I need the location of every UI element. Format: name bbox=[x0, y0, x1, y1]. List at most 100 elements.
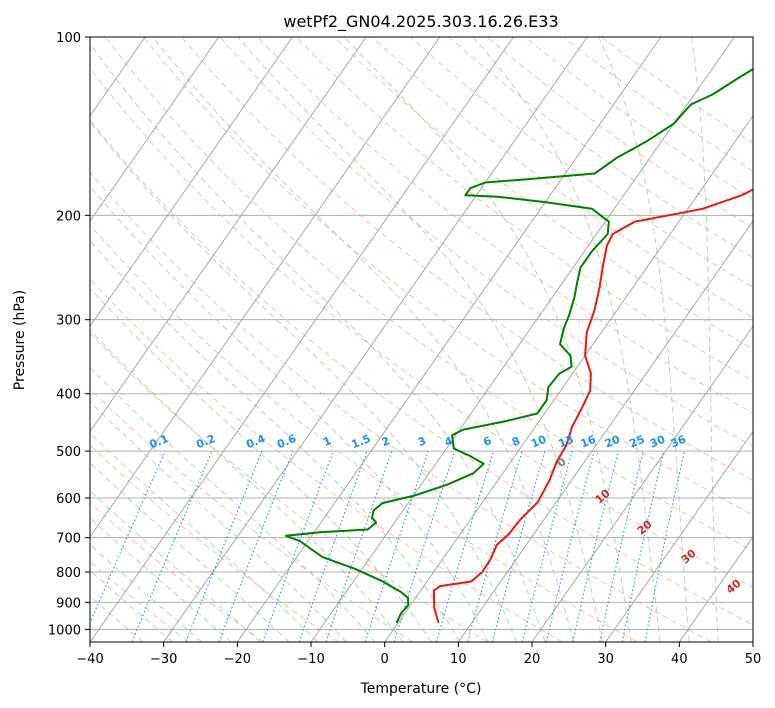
mixing-ratio-line bbox=[572, 450, 620, 642]
mixing-ratio-label: 25 bbox=[628, 433, 647, 451]
plot-area: -100-90-80-70-60-50-40-30-20-10010203040… bbox=[90, 37, 753, 642]
dry-adiabat-line bbox=[410, 37, 753, 289]
mixing-ratio-line bbox=[185, 450, 263, 642]
isotherm-line bbox=[90, 37, 514, 642]
moist-adiabat-line bbox=[90, 517, 232, 642]
mixing-ratio-label: 36 bbox=[669, 433, 688, 451]
x-tick-label: 20 bbox=[524, 652, 541, 667]
moist-adiabat-line bbox=[90, 569, 173, 642]
mixing-ratio-line bbox=[599, 450, 644, 642]
moist-adiabat-line bbox=[90, 595, 144, 642]
y-tick-label: 1000 bbox=[48, 623, 81, 638]
y-tick-label: 600 bbox=[56, 492, 81, 507]
mixing-ratio-label: 30 bbox=[648, 433, 667, 451]
dry-adiabat-line bbox=[219, 37, 753, 448]
moist-adiabat-line bbox=[237, 37, 603, 642]
x-tick-label: 40 bbox=[671, 652, 688, 667]
mixing-ratio-label: 20 bbox=[603, 433, 622, 451]
mixing-ratio-line bbox=[491, 450, 546, 642]
moist-adiabat-line bbox=[90, 432, 319, 642]
moist-adiabat-line bbox=[90, 240, 461, 642]
x-tick-label: −40 bbox=[76, 652, 103, 667]
mixing-ratio-line bbox=[364, 450, 429, 642]
dry-adiabat-line bbox=[295, 37, 753, 382]
moist-adiabat-line bbox=[343, 37, 632, 642]
dry-adiabat-line bbox=[90, 278, 563, 642]
isotherm-line bbox=[236, 37, 662, 642]
temperature-profile bbox=[432, 188, 753, 624]
mixing-ratio-line bbox=[262, 450, 334, 642]
chart-title: wetPf2_GN04.2025.303.16.26.E33 bbox=[283, 12, 558, 32]
moist-adiabat-line bbox=[90, 462, 290, 642]
mixing-ratio-line bbox=[325, 450, 393, 642]
isotherm-line bbox=[90, 37, 441, 538]
dry-adiabat-line bbox=[90, 171, 712, 642]
x-tick-label: −10 bbox=[297, 652, 324, 667]
dry-adiabat-line bbox=[90, 67, 753, 588]
y-tick-label: 100 bbox=[56, 31, 81, 46]
dewpoint-profile bbox=[284, 67, 753, 624]
isotherm-line bbox=[531, 325, 753, 642]
moist-adiabat-line bbox=[90, 287, 432, 642]
y-tick-label: 800 bbox=[56, 566, 81, 581]
isotherm-line bbox=[310, 37, 735, 642]
mixing-ratio-line bbox=[393, 450, 456, 642]
x-tick-label: 50 bbox=[745, 652, 762, 667]
isotherm-line bbox=[163, 37, 588, 642]
moist-adiabat-line bbox=[90, 543, 203, 642]
isotherm-line bbox=[384, 114, 753, 642]
moist-adiabat-line bbox=[90, 120, 517, 642]
x-tick-label: −20 bbox=[224, 652, 251, 667]
dry-adiabat-line bbox=[104, 37, 753, 552]
mixing-ratio-line bbox=[466, 450, 523, 642]
isotherm-line bbox=[457, 220, 753, 642]
mixing-ratio-label: 2 bbox=[380, 434, 392, 449]
y-tick-label: 500 bbox=[56, 445, 81, 460]
plot-frame bbox=[89, 36, 754, 643]
x-tick-label: 0 bbox=[381, 652, 389, 667]
dry-adiabat-line bbox=[143, 37, 753, 516]
mixing-ratio-line bbox=[218, 450, 294, 642]
moist-adiabat-line bbox=[472, 37, 661, 642]
isotherm-line bbox=[678, 535, 753, 642]
y-axis: 100 200 300 400 500 600 700 800 900 1000 bbox=[48, 31, 90, 638]
mixing-ratio-line bbox=[545, 450, 595, 642]
x-axis: −40 −30 −20 −10 0 10 20 30 40 50 bbox=[76, 642, 761, 667]
mixing-ratio-line bbox=[521, 450, 573, 642]
isotherm-line bbox=[90, 37, 293, 328]
mixing-ratio-label: 13 bbox=[556, 433, 575, 451]
mixing-ratio-line bbox=[90, 450, 166, 625]
isotherm-line bbox=[90, 37, 220, 222]
mixing-ratio-lines bbox=[90, 450, 686, 642]
mixing-ratio-label: 10 bbox=[529, 433, 548, 451]
moist-adiabat-line bbox=[90, 42, 546, 642]
moist-adiabat-line bbox=[90, 329, 404, 642]
x-tick-label: 30 bbox=[597, 652, 614, 667]
y-tick-label: 300 bbox=[56, 314, 81, 329]
y-axis-label: Pressure (hPa) bbox=[12, 290, 28, 390]
y-tick-label: 400 bbox=[56, 388, 81, 403]
moist-adiabat-line bbox=[90, 490, 261, 642]
dry-adiabat-line bbox=[90, 502, 264, 642]
mixing-ratio-line bbox=[435, 450, 495, 642]
mixing-ratio-label: 8 bbox=[510, 434, 522, 449]
sounding-profiles bbox=[284, 67, 753, 624]
x-axis-label: Temperature (°C) bbox=[360, 681, 482, 697]
y-tick-label: 900 bbox=[56, 596, 81, 611]
dry-adiabat-line bbox=[90, 332, 488, 642]
isotherm-line bbox=[90, 37, 367, 433]
y-tick-label: 700 bbox=[56, 532, 81, 547]
moist-adiabat-line bbox=[691, 37, 719, 642]
dry-adiabat-line bbox=[90, 224, 638, 642]
dry-adiabat-line bbox=[257, 37, 753, 414]
dry-adiabat-line bbox=[90, 119, 753, 626]
moist-adiabat-line bbox=[90, 366, 376, 642]
mixing-ratio-label: 1 bbox=[321, 434, 333, 449]
moist-adiabat-line bbox=[598, 37, 690, 642]
mixing-ratio-label: 3 bbox=[416, 434, 428, 449]
y-tick-label: 200 bbox=[56, 209, 81, 224]
x-tick-label: −30 bbox=[150, 652, 177, 667]
x-tick-label: 10 bbox=[450, 652, 467, 667]
